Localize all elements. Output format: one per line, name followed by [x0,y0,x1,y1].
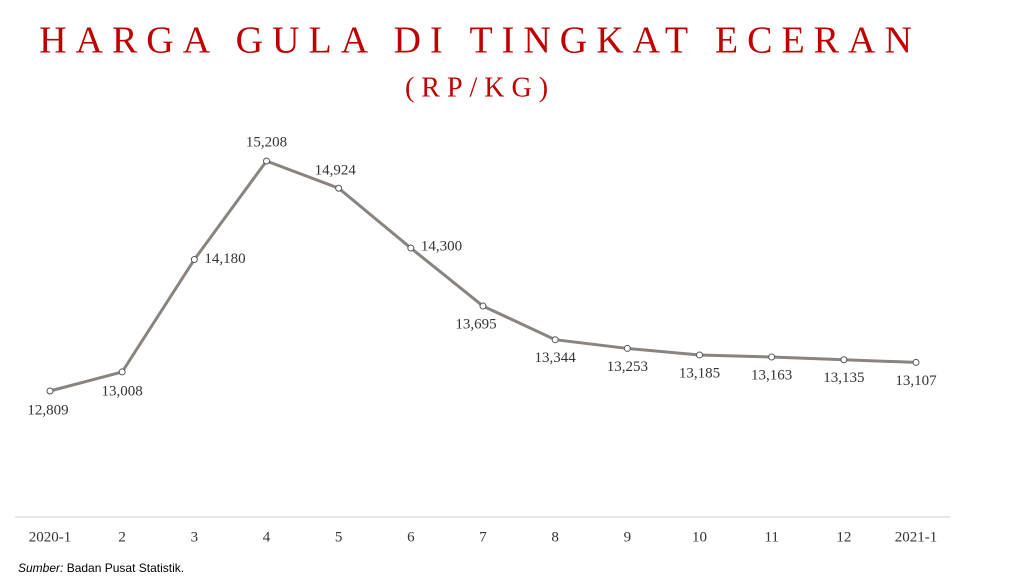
data-label: 13,008 [102,383,143,399]
x-tick-label: 9 [624,529,632,545]
x-tick-label: 4 [263,529,271,545]
point [623,344,631,352]
x-tick-label: 11 [764,529,778,545]
point [118,368,126,376]
data-label: 12,809 [27,402,68,418]
point [335,184,343,192]
point [407,244,415,252]
point [190,256,198,264]
x-tick-label: 6 [407,529,415,545]
source: Sumber: Badan Pusat Statistik. [18,561,184,575]
point [840,356,848,364]
x-tick-label: 10 [692,529,707,545]
x-tick-label: 3 [191,529,199,545]
x-tick-label: 2021-1 [895,529,938,545]
x-tick-label: 8 [551,529,559,545]
point [479,302,487,310]
data-label: 13,107 [895,373,937,389]
point [263,157,270,165]
source-label: Sumber: [18,561,63,575]
x-tick-label: 7 [479,529,487,545]
data-label: 15,208 [246,134,287,150]
x-tick-label: 2 [118,529,126,545]
data-label: 13,253 [607,359,648,375]
data-label: 14,180 [204,251,245,267]
data-label: 13,163 [751,367,792,383]
point [768,353,776,361]
x-tick-label: 5 [335,529,343,545]
point [551,336,559,344]
x-tick-label: 12 [836,529,851,545]
source-text: Badan Pusat Statistik. [67,561,184,575]
point [696,351,703,359]
point [912,358,920,366]
data-label: 14,300 [421,238,462,254]
line [49,159,917,393]
data-label: 13,695 [455,316,496,332]
point [46,387,54,395]
chart-subtitle: (RP/KG) [405,72,555,103]
chart-title: HARGA GULA DI TINGKAT ECERAN [39,20,921,62]
x-tick-label: 2020-1 [29,529,72,545]
data-label: 13,185 [679,365,720,381]
data-label: 13,135 [823,370,864,386]
data-label: 13,344 [535,350,577,366]
data-label: 14,924 [315,163,357,179]
